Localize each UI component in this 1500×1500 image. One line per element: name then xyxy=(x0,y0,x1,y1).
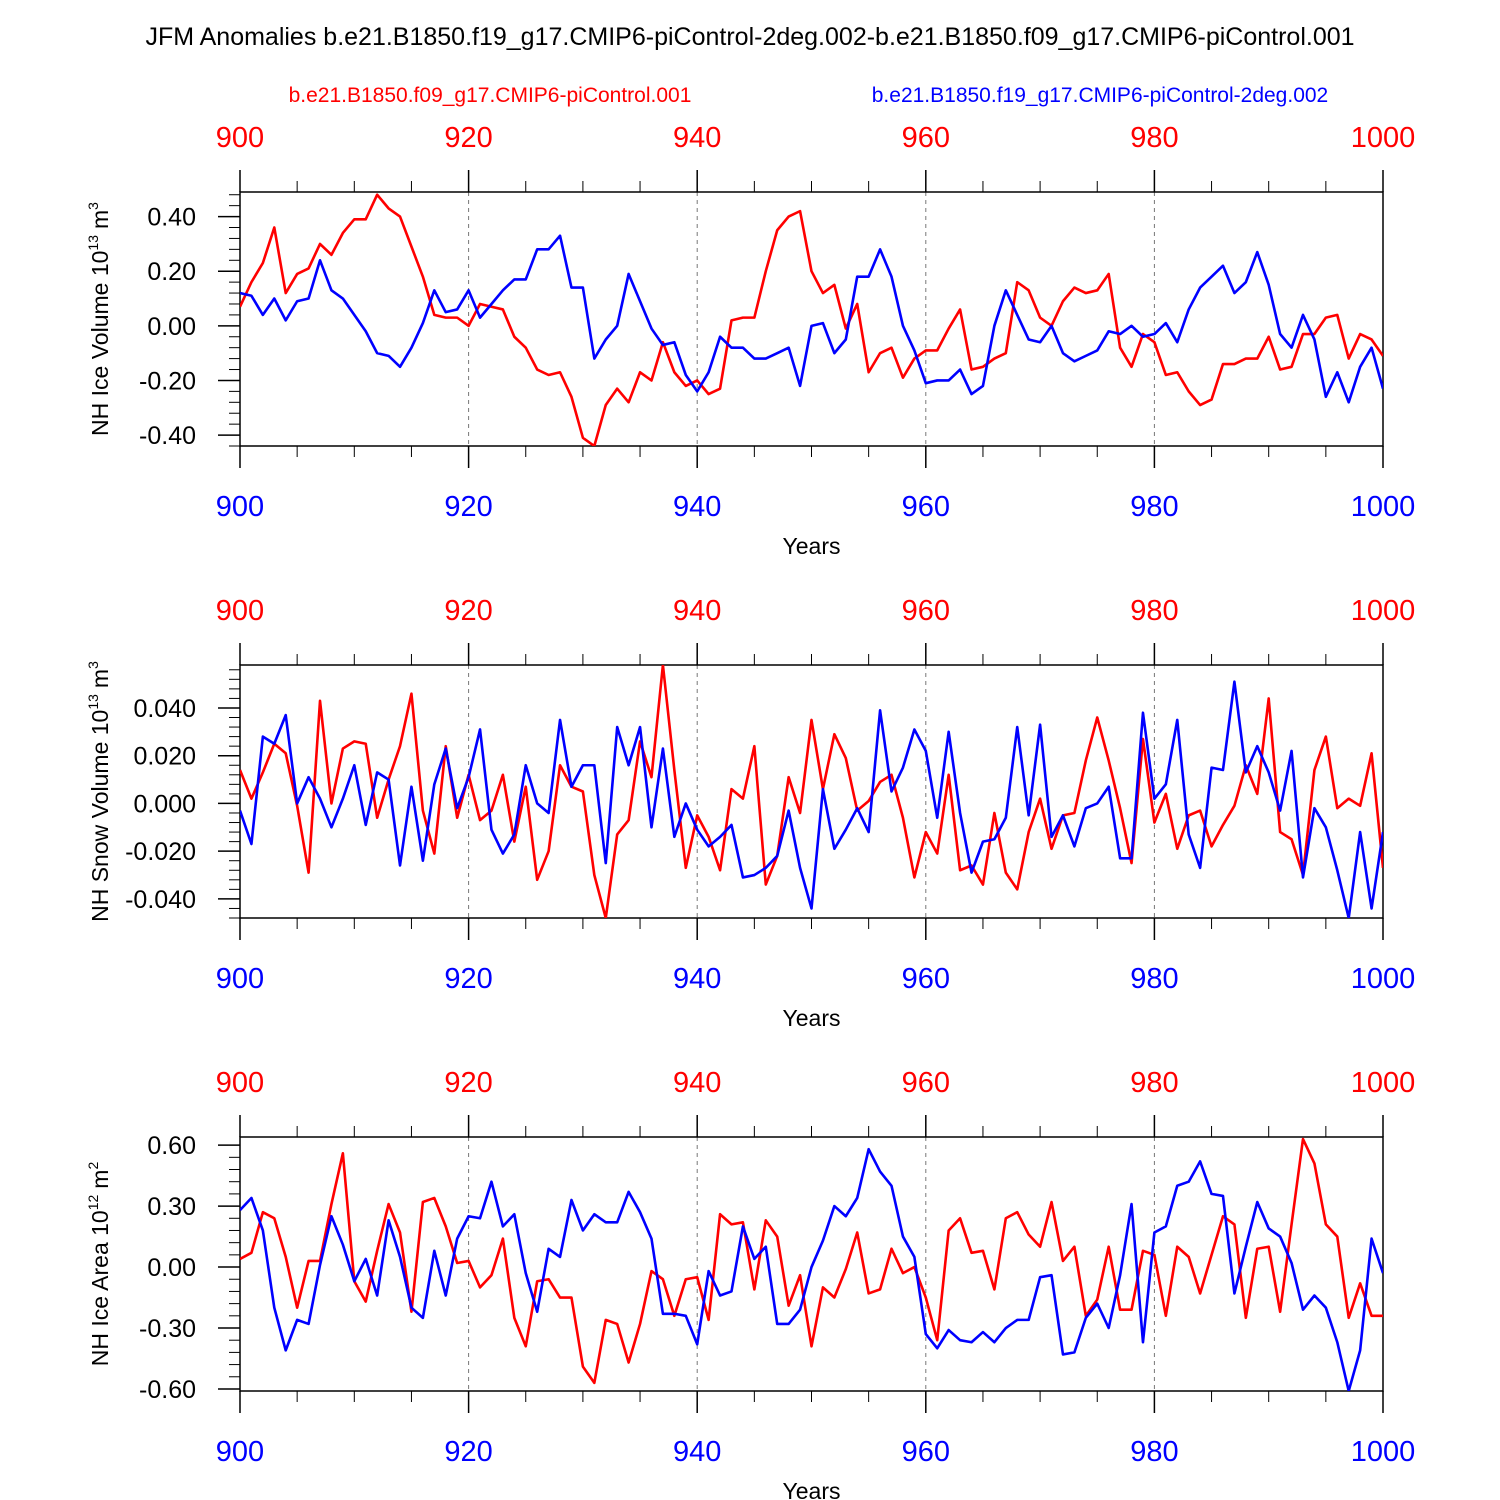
y-tick-label: -0.40 xyxy=(139,422,196,450)
y-tick-label: 0.00 xyxy=(147,1254,196,1282)
x-tick-label-top: 1000 xyxy=(1351,122,1416,154)
x-axis-label: Years xyxy=(783,1478,841,1500)
plot-frame xyxy=(239,191,1384,447)
x-tick-label-bottom: 980 xyxy=(1130,963,1178,995)
series-line-blue xyxy=(240,680,1383,918)
x-tick-label-top: 980 xyxy=(1130,122,1178,154)
y-axis-label-text: NH Ice Area 10 xyxy=(87,1210,113,1366)
x-tick-label-top: 900 xyxy=(216,595,264,627)
x-tick-label-top: 940 xyxy=(673,1067,721,1099)
y-axis-label-exponent: 13 xyxy=(85,694,101,710)
x-tick-label-bottom: 1000 xyxy=(1351,1436,1416,1468)
x-axis-label: Years xyxy=(783,1005,841,1031)
y-tick-label: -0.020 xyxy=(125,838,196,866)
x-tick-label-top: 1000 xyxy=(1351,595,1416,627)
y-tick-label: -0.20 xyxy=(139,367,196,395)
y-tick-label: -0.040 xyxy=(125,886,196,914)
x-tick-label-top: 960 xyxy=(902,595,950,627)
y-tick-label: 0.020 xyxy=(133,743,196,771)
x-tick-label-top: 940 xyxy=(673,122,721,154)
x-tick-label-bottom: 900 xyxy=(216,963,264,995)
series-line-blue xyxy=(240,234,1383,404)
series-line-red xyxy=(240,1137,1383,1385)
x-tick-label-bottom: 980 xyxy=(1130,491,1178,523)
y-axis-label: NH Ice Area 1012 m2 xyxy=(85,1162,113,1367)
x-tick-label-bottom: 1000 xyxy=(1351,963,1416,995)
y-tick-label: 0.40 xyxy=(147,204,196,232)
y-tick-label: -0.60 xyxy=(139,1376,196,1404)
panel-2: 900 900 920 920 940 940 960 960 980 980 1000 1000 0.… xyxy=(85,595,1415,1031)
y-axis-label-exponent: 13 xyxy=(85,235,101,251)
y-tick-label: 0.00 xyxy=(147,313,196,341)
y-axis-label-unit-exponent: 3 xyxy=(85,661,101,669)
y-axis-label-text: NH Snow Volume 10 xyxy=(87,710,113,922)
series-line-red xyxy=(240,193,1383,446)
x-tick-label-bottom: 900 xyxy=(216,491,264,523)
y-tick-label: 0.20 xyxy=(147,258,196,286)
series-line-red xyxy=(240,665,1383,918)
y-tick-label: 0.30 xyxy=(147,1193,196,1221)
x-tick-label-top: 980 xyxy=(1130,1067,1178,1099)
x-tick-label-top: 960 xyxy=(902,1067,950,1099)
x-tick-label-bottom: 1000 xyxy=(1351,491,1416,523)
panel-1: 900 900 920 920 940 940 960 960 980 980 1000 1000 0.… xyxy=(85,122,1415,559)
legend-blue-label: b.e21.B1850.f19_g17.CMIP6-piControl-2deg… xyxy=(872,84,1328,107)
x-tick-label-bottom: 960 xyxy=(902,1436,950,1468)
y-axis-label-text: NH Ice Volume 10 xyxy=(87,251,113,436)
x-tick-label-bottom: 980 xyxy=(1130,1436,1178,1468)
legend-red-label: b.e21.B1850.f09_g17.CMIP6-piControl.001 xyxy=(289,84,692,107)
y-tick-label: 0.000 xyxy=(133,790,196,818)
x-tick-label-top: 920 xyxy=(444,1067,492,1099)
y-axis-label-exponent: 12 xyxy=(85,1195,101,1211)
x-tick-label-top: 940 xyxy=(673,595,721,627)
y-tick-label: 0.60 xyxy=(147,1132,196,1160)
y-axis-label-unit: m xyxy=(87,1170,113,1189)
x-tick-label-bottom: 960 xyxy=(902,963,950,995)
panels: 900 900 920 920 940 940 960 960 980 980 1000 1000 0.… xyxy=(85,122,1415,1500)
x-tick-label-bottom: 920 xyxy=(444,1436,492,1468)
y-axis-label-unit: m xyxy=(87,669,113,688)
series-line-blue xyxy=(240,1147,1383,1391)
x-tick-label-top: 900 xyxy=(216,122,264,154)
y-axis-label: NH Ice Volume 1013 m3 xyxy=(85,202,113,436)
y-tick-label: -0.30 xyxy=(139,1315,196,1343)
x-tick-label-top: 900 xyxy=(216,1067,264,1099)
x-tick-label-bottom: 940 xyxy=(673,1436,721,1468)
x-tick-label-top: 1000 xyxy=(1351,1067,1416,1099)
x-tick-label-bottom: 920 xyxy=(444,491,492,523)
x-tick-label-top: 960 xyxy=(902,122,950,154)
y-axis-label-unit-exponent: 3 xyxy=(85,202,101,210)
x-tick-label-top: 920 xyxy=(444,122,492,154)
y-axis-label-unit: m xyxy=(87,210,113,229)
x-tick-label-bottom: 940 xyxy=(673,491,721,523)
x-tick-label-bottom: 960 xyxy=(902,491,950,523)
x-axis-label: Years xyxy=(783,533,841,559)
chart-title: JFM Anomalies b.e21.B1850.f19_g17.CMIP6-… xyxy=(145,23,1354,51)
x-tick-label-top: 980 xyxy=(1130,595,1178,627)
y-axis-label: NH Snow Volume 1013 m3 xyxy=(85,661,113,922)
x-tick-label-bottom: 940 xyxy=(673,963,721,995)
y-tick-label: 0.040 xyxy=(133,695,196,723)
y-axis-label-unit-exponent: 2 xyxy=(85,1162,101,1170)
x-tick-label-bottom: 900 xyxy=(216,1436,264,1468)
x-tick-label-bottom: 920 xyxy=(444,963,492,995)
x-tick-label-top: 920 xyxy=(444,595,492,627)
panel-3: 900 900 920 920 940 940 960 960 980 980 1000 1000 0.… xyxy=(85,1067,1415,1500)
